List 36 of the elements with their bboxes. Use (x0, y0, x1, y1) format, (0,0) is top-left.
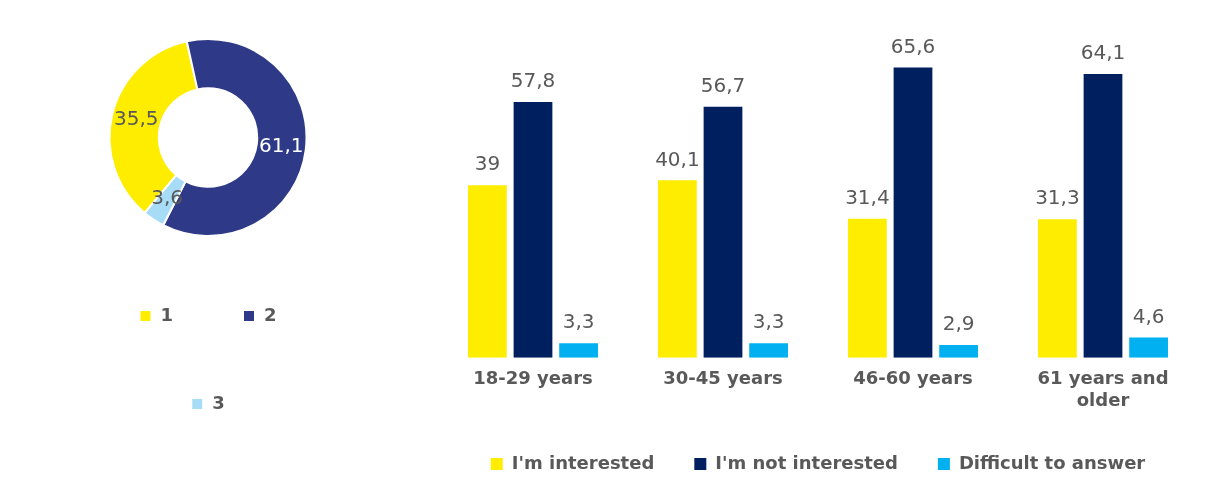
legend-label: I'm interested (511, 451, 655, 473)
x-tick-label: 46-60 years (853, 367, 973, 389)
data-label: 4,6 (1132, 303, 1165, 328)
bar (1083, 74, 1123, 358)
data-label: 40,1 (655, 146, 700, 171)
data-label: 56,7 (700, 73, 746, 98)
data-label: 61,1 (259, 133, 304, 158)
bar (749, 343, 788, 358)
bar (703, 106, 743, 358)
legend-label: 3 (212, 391, 225, 413)
data-label: 35,5 (113, 106, 159, 131)
legend-label: I'm not interested (715, 451, 898, 473)
bar (1038, 219, 1077, 358)
data-label: 3,3 (562, 309, 595, 334)
data-label: 31,4 (845, 185, 890, 210)
bar (1129, 337, 1168, 358)
x-tick-label: 30-45 years (663, 367, 783, 389)
bar (559, 343, 598, 358)
data-label: 3,3 (752, 309, 785, 334)
bar (468, 185, 507, 358)
bar (848, 218, 887, 358)
data-label: 65,6 (890, 33, 936, 58)
legend-label: 1 (160, 303, 174, 325)
x-tick-label: 61 years and older (1037, 367, 1169, 410)
data-label: 39 (474, 151, 501, 176)
bar (893, 67, 933, 358)
x-tick-label: 18-29 years (473, 367, 593, 389)
legend-label: Difficult to answer (958, 451, 1146, 473)
legend-label: 2 (264, 303, 277, 325)
data-label: 31,3 (1035, 185, 1080, 210)
bar (513, 101, 553, 358)
data-label: 57,8 (510, 68, 556, 93)
data-label: 2,9 (942, 311, 975, 336)
bar (939, 344, 978, 358)
bar (658, 180, 697, 358)
data-label: 64,1 (1080, 40, 1126, 65)
